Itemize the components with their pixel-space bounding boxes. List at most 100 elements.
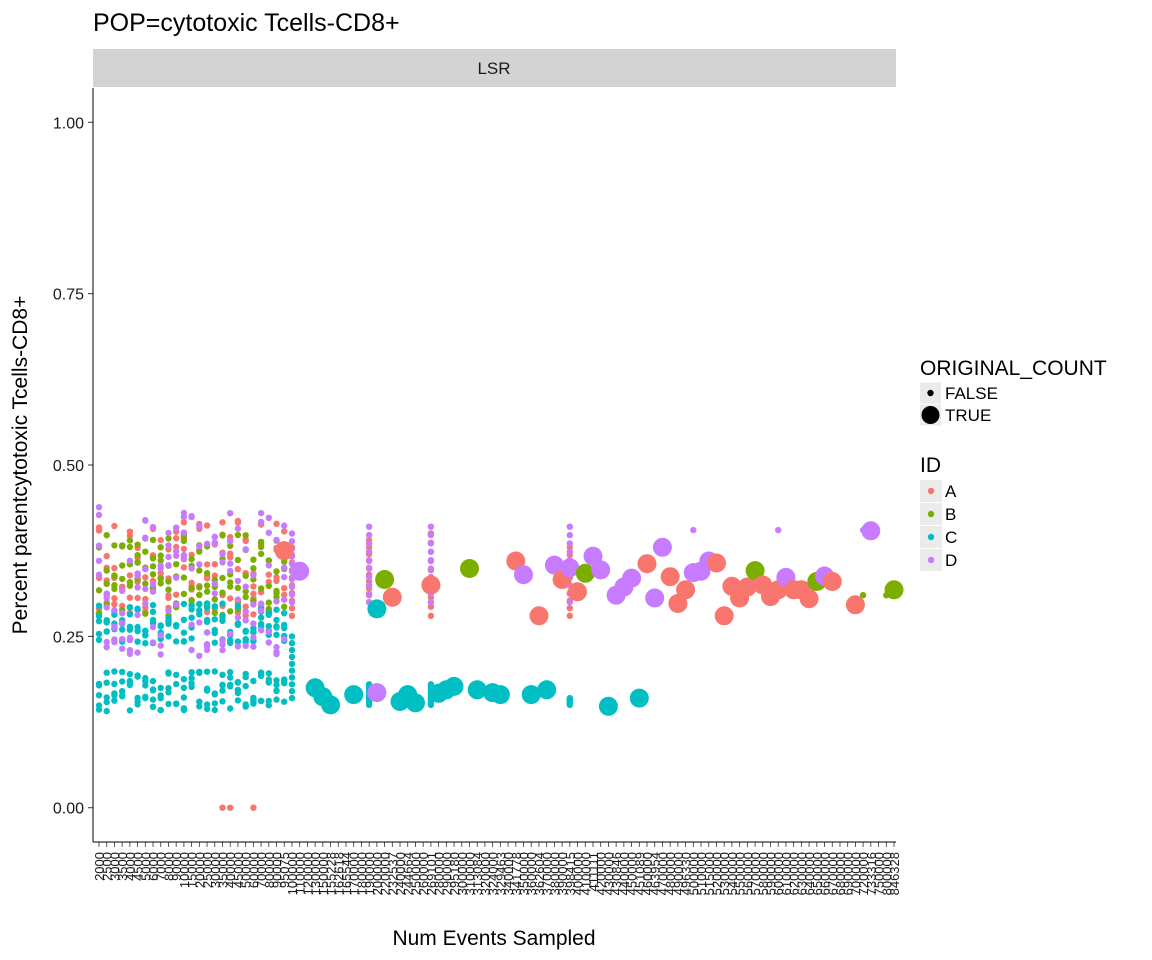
data-point-original-count-true bbox=[490, 685, 510, 705]
x-tick-label: 440000 bbox=[617, 852, 632, 895]
data-point-original-count-false bbox=[203, 668, 211, 675]
data-point-original-count-false bbox=[119, 626, 126, 633]
data-point-original-count-false bbox=[265, 628, 272, 635]
data-point-original-count-false bbox=[566, 548, 573, 555]
data-point-original-count-false bbox=[165, 700, 172, 708]
data-point-original-count-false bbox=[257, 538, 265, 546]
x-tick-label: 630000 bbox=[794, 852, 809, 895]
data-point-original-count-false bbox=[134, 558, 141, 566]
data-point-original-count-false bbox=[288, 598, 296, 606]
data-point-original-count-false bbox=[242, 703, 249, 710]
data-point-original-count-false bbox=[211, 629, 218, 637]
data-point-original-count-false bbox=[566, 523, 573, 530]
data-point-original-count-false bbox=[566, 540, 573, 547]
data-point-original-count-false bbox=[242, 536, 249, 543]
x-tick-label: 430000 bbox=[601, 852, 616, 895]
data-point-original-count-false bbox=[250, 643, 257, 650]
data-point-original-count-false bbox=[149, 588, 157, 595]
data-point-original-count-false bbox=[196, 652, 203, 659]
data-point-original-count-false bbox=[365, 531, 373, 539]
data-point-original-count-true bbox=[822, 572, 842, 591]
data-point-original-count-false bbox=[103, 638, 110, 646]
x-tick-label: 60000 bbox=[246, 852, 261, 888]
data-point-original-count-false bbox=[288, 688, 296, 695]
data-point-original-count-false bbox=[234, 596, 242, 603]
data-point-original-count-false bbox=[219, 519, 226, 526]
data-point-original-count-false bbox=[111, 564, 118, 572]
x-tick-label: 150000 bbox=[316, 852, 331, 895]
data-point-original-count-false bbox=[180, 600, 188, 608]
x-tick-label: 800000 bbox=[879, 852, 894, 895]
data-point-original-count-false bbox=[119, 610, 126, 617]
data-point-original-count-false bbox=[111, 573, 118, 580]
data-point-original-count-false bbox=[142, 678, 149, 685]
data-point-original-count-false bbox=[365, 557, 373, 564]
data-point-original-count-false bbox=[126, 543, 134, 551]
data-point-original-count-false bbox=[227, 804, 234, 811]
data-point-original-count-false bbox=[180, 574, 188, 581]
x-tick-label: 50000 bbox=[239, 852, 254, 888]
x-tick-label: 520000 bbox=[709, 852, 724, 895]
data-point-original-count-false bbox=[173, 623, 180, 630]
data-point-original-count-false bbox=[142, 640, 149, 647]
x-tick-label: 3500 bbox=[115, 852, 130, 881]
data-point-original-count-false bbox=[142, 610, 149, 617]
data-point-original-count-false bbox=[95, 571, 103, 578]
x-tick-label: 90000 bbox=[270, 852, 285, 888]
data-point-original-count-false bbox=[273, 643, 280, 651]
x-tick-label: 510000 bbox=[694, 852, 709, 895]
y-axis-title: Percent parentcytotoxic Tcells-CD8+ bbox=[9, 296, 32, 635]
data-point-original-count-false bbox=[157, 642, 164, 649]
data-point-original-count-false bbox=[173, 524, 180, 531]
data-point-original-count-false bbox=[196, 584, 203, 591]
data-point-original-count-false bbox=[157, 684, 164, 692]
data-point-original-count-false bbox=[165, 594, 172, 602]
x-tick-label: 400000 bbox=[571, 852, 586, 895]
data-point-original-count-false bbox=[281, 585, 288, 592]
data-point-original-count-false bbox=[242, 673, 249, 681]
legend-label: B bbox=[945, 505, 956, 524]
data-point-original-count-false bbox=[188, 584, 195, 592]
data-point-original-count-false bbox=[273, 687, 280, 694]
data-point-original-count-false bbox=[234, 686, 242, 694]
data-point-original-count-true bbox=[637, 554, 657, 574]
data-point-original-count-true bbox=[622, 568, 642, 588]
data-point-original-count-false bbox=[126, 670, 134, 678]
data-point-original-count-false bbox=[157, 544, 164, 551]
data-point-original-count-false bbox=[173, 574, 180, 581]
x-tick-label: 40000 bbox=[223, 852, 238, 888]
x-tick-label: 750000 bbox=[872, 852, 887, 895]
x-tick-label: 350000 bbox=[517, 852, 532, 895]
data-point-original-count-false bbox=[566, 605, 573, 612]
data-point-original-count-false bbox=[250, 590, 257, 597]
data-point-original-count-true bbox=[799, 589, 819, 609]
data-point-original-count-false bbox=[196, 703, 203, 710]
data-point-original-count-false bbox=[196, 522, 203, 530]
data-point-original-count-false bbox=[119, 678, 126, 685]
x-tick-label: 411111 bbox=[586, 852, 601, 892]
data-point-original-count-false bbox=[165, 614, 172, 622]
data-point-original-count-false bbox=[219, 804, 226, 811]
x-tick-label: 295180 bbox=[447, 852, 462, 895]
data-point-original-count-false bbox=[365, 565, 373, 572]
data-point-original-count-false bbox=[250, 700, 257, 707]
y-tick-label: 1.00 bbox=[53, 115, 84, 132]
data-point-original-count-false bbox=[211, 561, 218, 568]
data-point-original-count-false bbox=[242, 532, 249, 539]
data-point-original-count-false bbox=[111, 680, 118, 688]
x-tick-label: 5000 bbox=[138, 852, 153, 881]
x-tick-label: 232537 bbox=[385, 852, 400, 895]
data-point-original-count-false bbox=[203, 588, 211, 595]
legend-title-original-count: ORIGINAL_COUNT bbox=[920, 357, 1107, 380]
x-axis: 2000250030003500400045005000600070008000… bbox=[92, 842, 902, 895]
data-point-original-count-false bbox=[257, 620, 265, 628]
data-point-original-count-false bbox=[281, 624, 288, 632]
data-point-original-count-false bbox=[273, 623, 280, 630]
data-point-original-count-false bbox=[103, 679, 110, 686]
data-point-original-count-false bbox=[173, 601, 180, 608]
data-point-original-count-false bbox=[134, 627, 141, 635]
legend-color-key bbox=[927, 510, 935, 518]
data-point-original-count-false bbox=[427, 565, 435, 572]
data-point-original-count-false bbox=[142, 565, 149, 573]
